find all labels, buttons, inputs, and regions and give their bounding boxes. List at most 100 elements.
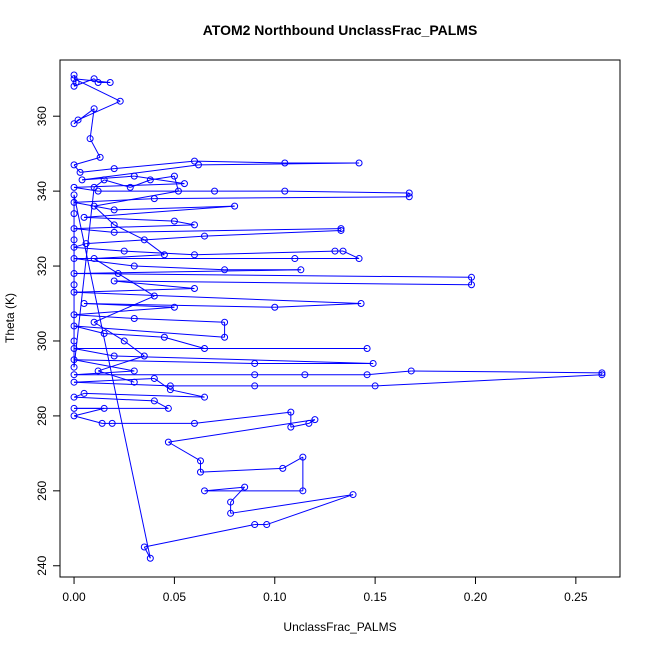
data-point — [98, 419, 106, 427]
data-point — [337, 225, 345, 233]
series-line-segment — [73, 347, 115, 357]
data-point — [80, 300, 88, 308]
series-line-segment — [77, 100, 121, 121]
data-point — [90, 105, 98, 113]
data-point — [110, 277, 118, 285]
x-tick-label: 0.25 — [564, 590, 588, 604]
series-line-segment — [114, 280, 472, 286]
data-point — [331, 247, 339, 255]
series-line-segment — [94, 254, 165, 260]
data-point — [76, 168, 84, 176]
data-point — [70, 393, 78, 401]
data-point — [108, 419, 116, 427]
data-point — [164, 404, 172, 412]
data-point — [201, 344, 209, 352]
data-point — [140, 543, 148, 551]
data-point — [70, 71, 78, 79]
series-line-segment — [73, 194, 151, 559]
data-point — [140, 352, 148, 360]
data-point — [160, 251, 168, 259]
series-line-segment — [73, 164, 81, 173]
data-point — [251, 521, 259, 529]
data-point — [201, 393, 209, 401]
series-line-segment — [144, 239, 165, 256]
series-line-segment — [93, 258, 119, 274]
data-point — [291, 255, 299, 263]
data-point — [407, 367, 415, 375]
data-point — [110, 228, 118, 236]
series-line-segment — [73, 78, 121, 102]
series-line-segment — [282, 456, 304, 469]
data-point — [70, 120, 78, 128]
data-point — [150, 195, 158, 203]
series-line-segment — [84, 392, 205, 398]
data-point — [190, 285, 198, 293]
data-point — [70, 82, 78, 90]
series-line-segment — [114, 228, 342, 233]
series-line-segment — [266, 494, 354, 526]
series-line-segment — [93, 179, 105, 188]
series-line-segment — [74, 291, 362, 305]
series-line-segment — [124, 250, 195, 256]
data-point — [170, 303, 178, 311]
series-line-segment — [74, 224, 195, 230]
data-point — [297, 266, 305, 274]
data-point — [96, 153, 104, 161]
data-point — [130, 367, 138, 375]
series-line-segment — [97, 370, 135, 383]
series-line-segment — [93, 205, 115, 226]
data-point — [80, 213, 88, 221]
data-point — [70, 288, 78, 296]
x-tick-label: 0.00 — [62, 590, 86, 604]
series-line-segment — [170, 389, 205, 398]
data-point — [146, 176, 154, 184]
data-point — [201, 232, 209, 240]
data-point — [130, 378, 138, 386]
series-line-segment — [150, 175, 175, 181]
data-point — [197, 468, 205, 476]
data-point — [164, 438, 172, 446]
data-point — [110, 165, 118, 173]
series-line-segment — [74, 396, 155, 402]
data-point — [305, 419, 313, 427]
data-point — [301, 371, 309, 379]
series-line-segment — [74, 306, 175, 316]
series-line-segment — [74, 246, 125, 252]
data-point — [287, 408, 295, 416]
series-line-segment — [198, 162, 360, 166]
y-tick-label: 340 — [35, 181, 49, 201]
data-point — [100, 176, 108, 184]
data-point — [70, 183, 78, 191]
data-point — [211, 187, 219, 195]
y-axis: 240 260 280 300 320 340 360 — [35, 106, 61, 576]
series-line-segment — [104, 179, 131, 188]
data-point — [70, 363, 78, 371]
chart-title: ATOM2 Northbound UnclassFrac_PALMS — [203, 22, 478, 38]
data-point — [70, 270, 78, 278]
data-point — [114, 270, 122, 278]
series-line-segment — [73, 359, 135, 372]
data-point — [160, 333, 168, 341]
series-line-segment — [143, 546, 151, 559]
data-point — [299, 453, 307, 461]
data-point — [70, 344, 78, 352]
series-line-segment — [194, 411, 291, 424]
data-point — [221, 318, 229, 326]
data-point — [166, 386, 174, 394]
data-point — [405, 193, 413, 201]
data-point — [371, 382, 379, 390]
data-point — [82, 240, 90, 248]
data-point — [130, 262, 138, 270]
data-point — [70, 198, 78, 206]
data-point — [70, 322, 78, 330]
series-line-segment — [74, 325, 225, 338]
x-tick-label: 0.05 — [163, 590, 187, 604]
y-tick-label: 300 — [35, 331, 49, 351]
data-point — [598, 371, 606, 379]
series-line-segment — [74, 381, 171, 387]
data-point — [70, 161, 78, 169]
series-line-segment — [134, 265, 225, 271]
series-line-segment — [73, 187, 95, 368]
data-point — [190, 157, 198, 165]
data-point — [70, 210, 78, 218]
